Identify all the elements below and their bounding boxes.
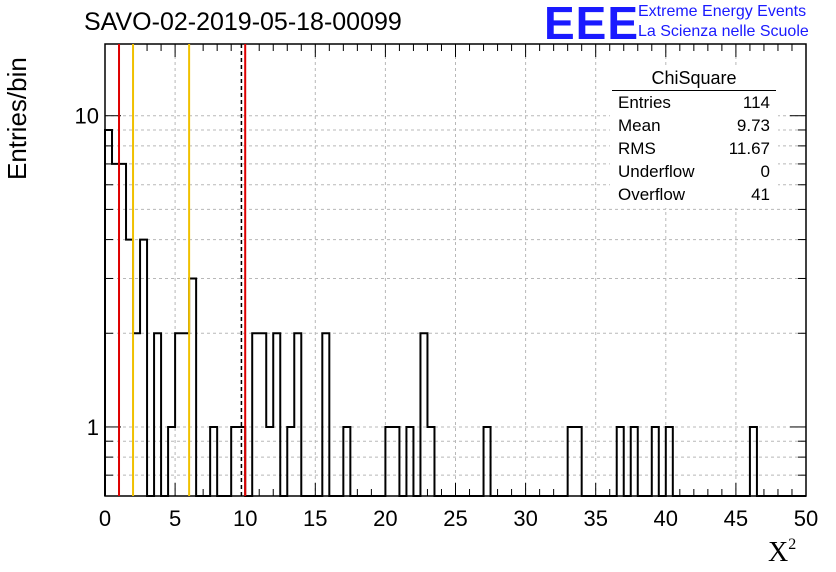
stats-box-background [610,66,778,208]
logo-line-2: La Scienza nelle Scuole [638,23,809,40]
stats-box-title: ChiSquare [651,68,737,88]
eee-logo-mark: EEE [544,0,640,49]
x-tick-label: 45 [724,506,748,531]
y-tick-label: 10 [75,104,99,129]
x-tick-label: 0 [99,506,111,531]
stats-value: 41 [751,185,770,204]
stats-key: Overflow [618,185,686,204]
stats-key: Underflow [618,162,695,181]
x-tick-label: 20 [373,506,397,531]
stats-value: 9.73 [736,116,770,135]
stats-value: 11.67 [728,139,770,158]
stats-value: 0 [760,162,770,181]
x-tick-label: 5 [169,506,181,531]
stats-box-divider [612,90,776,91]
y-axis-label: Entries/bin [2,57,32,180]
x-tick-label: 35 [583,506,607,531]
x-tick-label: 10 [233,506,257,531]
x-axis-label-base: X [768,537,789,568]
histogram-outline [104,128,806,497]
x-tick-label: 40 [654,506,678,531]
stats-key: Mean [618,116,661,135]
x-tick-label: 15 [303,506,327,531]
stats-value: 114 [742,93,770,112]
stats-key: RMS [618,139,656,158]
x-axis-label: X2 [768,536,796,569]
y-tick-label: 1 [87,415,99,440]
x-tick-label: 25 [443,506,467,531]
x-tick-label: 30 [513,506,537,531]
stats-key: Entries [618,93,671,112]
chart-title: SAVO-02-2019-05-18-00099 [84,8,402,36]
x-tick-label: 50 [794,506,818,531]
logo-line-1: Extreme Energy Events [638,3,807,20]
x-axis-label-superscript: 2 [788,536,797,553]
